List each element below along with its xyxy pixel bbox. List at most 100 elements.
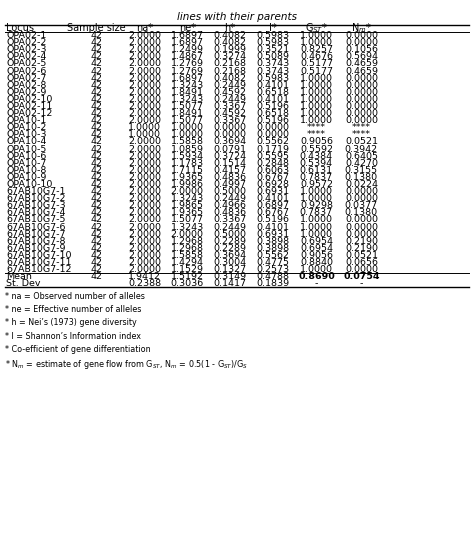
Text: * h = Nei’s (1973) gene diversity: * h = Nei’s (1973) gene diversity [5,319,137,327]
Text: * I = Shannon’s Information index: * I = Shannon’s Information index [5,332,141,341]
Text: 0.0000: 0.0000 [345,74,378,83]
Text: 2.0000: 2.0000 [128,66,161,75]
Text: 1.9986: 1.9986 [171,180,204,189]
Text: 0.8257: 0.8257 [300,45,333,54]
Text: 2.0000: 2.0000 [128,74,161,83]
Text: 0.3149: 0.3149 [213,272,246,281]
Text: 0.3694: 0.3694 [213,137,246,146]
Text: 1.2499: 1.2499 [171,45,204,54]
Text: 1.0000: 1.0000 [128,123,161,132]
Text: OPA02-8: OPA02-8 [6,81,46,90]
Text: 0.5089: 0.5089 [256,52,289,61]
Text: OPA02-4: OPA02-4 [6,52,46,61]
Text: 0.1327: 0.1327 [213,265,246,274]
Text: OPA02-11: OPA02-11 [6,102,53,111]
Text: 2.0000: 2.0000 [171,187,204,196]
Text: 1.5934: 1.5934 [171,152,204,161]
Text: OPA02-3: OPA02-3 [6,45,46,54]
Text: 1.1783: 1.1783 [171,158,204,168]
Text: 1.1529: 1.1529 [171,265,204,274]
Text: OPA10-4: OPA10-4 [6,137,46,146]
Text: 2.0000: 2.0000 [128,45,161,54]
Text: 0.4384: 0.4384 [300,152,333,161]
Text: 42: 42 [91,130,103,140]
Text: 42: 42 [91,152,103,161]
Text: 0.8840: 0.8840 [300,258,333,267]
Text: 1.6897: 1.6897 [171,38,204,47]
Text: 0.4270: 0.4270 [345,158,378,168]
Text: 2.0000: 2.0000 [128,81,161,90]
Text: 1.0000: 1.0000 [300,194,333,203]
Text: 2.0000: 2.0000 [128,194,161,203]
Text: 67AB10G7-4: 67AB10G7-4 [6,208,66,217]
Text: 0.0000: 0.0000 [345,265,378,274]
Text: OPA02-9: OPA02-9 [6,88,46,97]
Text: 1.3243: 1.3243 [171,81,204,90]
Text: 0.3694: 0.3694 [213,251,246,260]
Text: 0.4836: 0.4836 [213,208,246,217]
Text: 1.0000: 1.0000 [128,130,161,140]
Text: * ne = Effective number of alleles: * ne = Effective number of alleles [5,305,141,314]
Text: 0.2449: 0.2449 [213,81,246,90]
Text: OPA10-2: OPA10-2 [6,123,46,132]
Text: * Co-efficient of gene differentiation: * Co-efficient of gene differentiation [5,345,150,354]
Text: 0.4997: 0.4997 [213,180,246,189]
Text: 0.0754: 0.0754 [343,272,380,281]
Text: 1.0000: 1.0000 [300,88,333,97]
Text: 2.0000: 2.0000 [128,152,161,161]
Text: 1.0000: 1.0000 [171,123,204,132]
Text: 42: 42 [91,187,103,196]
Text: 0.3155: 0.3155 [345,166,378,175]
Text: 42: 42 [91,102,103,111]
Text: OPA10-6: OPA10-6 [6,152,46,161]
Text: 2.0000: 2.0000 [128,180,161,189]
Text: 1.2968: 1.2968 [171,244,204,253]
Text: 67AB10G7-10: 67AB10G7-10 [6,251,72,260]
Text: 2.0000: 2.0000 [128,102,161,111]
Text: ****: **** [307,130,326,140]
Text: 0.1056: 0.1056 [345,45,378,54]
Text: 2.0000: 2.0000 [128,229,161,239]
Text: 0.0000: 0.0000 [345,31,378,40]
Text: 42: 42 [91,109,103,118]
Text: Sample size: Sample size [67,23,126,33]
Text: 1.0000: 1.0000 [300,265,333,274]
Text: 42: 42 [91,223,103,232]
Text: 0.3898: 0.3898 [256,244,289,253]
Text: 0.9298: 0.9298 [300,201,333,211]
Text: 67AB10G7-1: 67AB10G7-1 [6,187,66,196]
Text: 0.0377: 0.0377 [345,201,378,211]
Text: 42: 42 [91,95,103,104]
Text: 0.0000: 0.0000 [345,187,378,196]
Text: 1.2769: 1.2769 [171,66,204,75]
Text: 0.2190: 0.2190 [345,237,378,246]
Text: 1.4867: 1.4867 [171,52,204,61]
Text: 0.5394: 0.5394 [300,158,333,168]
Text: 1.0000: 1.0000 [300,31,333,40]
Text: Locus: Locus [6,23,34,33]
Text: 0.5983: 0.5983 [256,31,289,40]
Text: OPA10-3: OPA10-3 [6,130,46,140]
Text: 2.0000: 2.0000 [128,88,161,97]
Text: 0.0791: 0.0791 [213,145,246,153]
Text: 42: 42 [91,74,103,83]
Text: OPA10-9: OPA10-9 [6,173,46,182]
Text: 0.1417: 0.1417 [213,279,246,288]
Text: * na = Observed number of alleles: * na = Observed number of alleles [5,292,145,301]
Text: 0.1380: 0.1380 [345,173,378,182]
Text: 0.6518: 0.6518 [256,88,289,97]
Text: 0.5592: 0.5592 [300,145,333,153]
Text: 67AB10G7-5: 67AB10G7-5 [6,216,66,224]
Text: 0.5595: 0.5595 [256,152,289,161]
Text: 0.0000: 0.0000 [345,229,378,239]
Text: 1.0000: 1.0000 [300,223,333,232]
Text: 0.0000: 0.0000 [345,102,378,111]
Text: 0.5196: 0.5196 [256,102,289,111]
Text: 0.4082: 0.4082 [213,74,246,83]
Text: 0.7837: 0.7837 [300,208,333,217]
Text: 0.0000: 0.0000 [256,130,289,140]
Text: 42: 42 [91,45,103,54]
Text: 42: 42 [91,180,103,189]
Text: 0.8690: 0.8690 [298,272,335,281]
Text: 1.5077: 1.5077 [171,216,204,224]
